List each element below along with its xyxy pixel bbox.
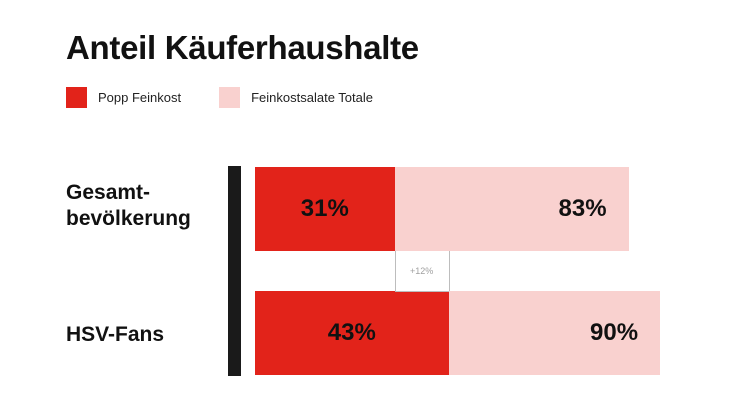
- legend-swatch-totale: [219, 87, 241, 108]
- legend-swatch-popp: [66, 87, 87, 108]
- bar-popp-feinkost: [255, 167, 395, 251]
- legend: Popp Feinkost Feinkostsalate Totale: [66, 87, 411, 108]
- difference-bracket-left: [394, 251, 396, 291]
- legend-item-totale: Feinkostsalate Totale: [219, 87, 373, 108]
- value-label-popp: 43%: [327, 319, 376, 346]
- bar-popp-feinkost: [255, 291, 449, 375]
- difference-bracket-right: [448, 251, 450, 291]
- chart-title: Anteil Käuferhaushalte: [66, 29, 419, 66]
- category-label: HSV-Fans: [66, 323, 165, 346]
- category-label: Gesamt- bevölkerung: [66, 181, 191, 231]
- legend-label-totale: Feinkostsalate Totale: [251, 90, 373, 105]
- legend-label-popp: Popp Feinkost: [98, 90, 182, 105]
- chart-axis: [228, 166, 241, 376]
- legend-item-popp: Popp Feinkost: [66, 87, 181, 108]
- difference-bracket-base: [394, 291, 449, 292]
- difference-label: +12%: [410, 266, 434, 276]
- value-label-totale: 90%: [590, 319, 639, 346]
- value-label-totale: 83%: [558, 195, 607, 222]
- value-label-popp: 31%: [300, 195, 349, 222]
